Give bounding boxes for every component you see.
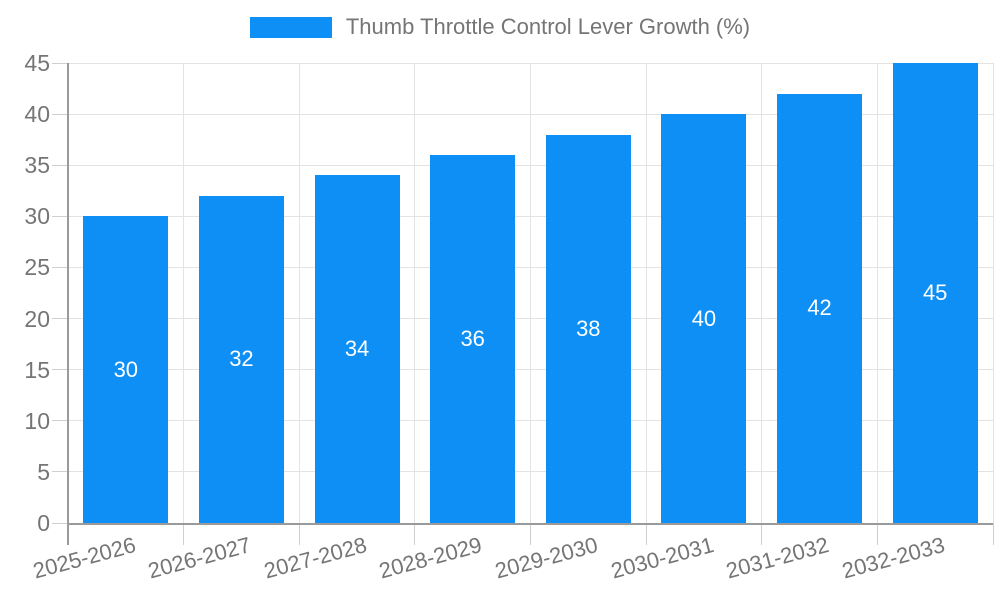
y-axis-tick xyxy=(52,369,68,371)
bar-2029-2030 xyxy=(545,134,631,523)
y-axis-tick xyxy=(52,420,68,422)
y-axis-tick-label: 10 xyxy=(24,407,50,434)
y-axis-tick xyxy=(52,62,68,64)
bar-2032-2033 xyxy=(892,63,978,523)
bar-value-label: 34 xyxy=(344,336,370,362)
y-axis-line xyxy=(67,63,69,545)
gridline-vertical xyxy=(645,63,647,523)
x-axis-tick xyxy=(876,523,878,545)
gridline-vertical xyxy=(876,63,878,523)
x-axis-tick-label: 2030-2031 xyxy=(608,532,717,584)
bar-value-label: 36 xyxy=(460,326,485,351)
bar-value-label: 38 xyxy=(576,315,601,341)
x-axis-tick xyxy=(298,523,300,545)
x-axis-tick-label: 2028-2029 xyxy=(376,532,485,584)
y-axis-tick xyxy=(52,164,68,166)
y-axis-tick xyxy=(52,318,68,320)
gridline-vertical xyxy=(298,63,300,523)
gridline-vertical xyxy=(183,63,185,523)
y-axis-tick-label: 15 xyxy=(24,356,50,383)
x-axis-tick xyxy=(761,523,763,545)
bar-2028-2029 xyxy=(430,155,516,523)
gridline-vertical xyxy=(414,63,416,523)
gridline-vertical xyxy=(530,63,531,523)
y-axis-tick-label: 5 xyxy=(37,458,50,485)
bar-value-label: 45 xyxy=(922,280,948,305)
x-axis-tick xyxy=(414,523,416,545)
y-axis-tick-label: 0 xyxy=(37,510,50,536)
legend-label: Thumb Throttle Control Lever Growth (%) xyxy=(345,14,751,39)
x-axis-tick xyxy=(992,523,994,545)
y-axis-tick-label: 35 xyxy=(24,152,50,179)
x-axis-tick xyxy=(183,523,185,545)
y-axis-tick xyxy=(52,215,68,217)
x-axis-tick-label: 2025-2026 xyxy=(29,532,139,584)
x-axis-tick-label: 2027-2028 xyxy=(261,532,370,584)
bar-value-label: 42 xyxy=(807,295,832,321)
chart-legend: Thumb Throttle Control Lever Growth (%) xyxy=(0,14,1000,40)
x-axis-line xyxy=(68,523,993,525)
x-axis-tick xyxy=(645,523,647,545)
y-axis-tick-label: 40 xyxy=(24,101,50,128)
x-axis-tick-label: 2026-2027 xyxy=(145,532,254,584)
x-axis-tick xyxy=(530,523,531,545)
bar-2026-2027 xyxy=(198,195,284,523)
gridline-vertical xyxy=(992,63,994,523)
x-axis-tick-label: 2032-2033 xyxy=(839,532,948,584)
legend-swatch xyxy=(249,16,332,38)
y-axis-tick xyxy=(52,113,68,115)
y-axis-tick xyxy=(52,471,68,473)
y-axis-tick xyxy=(52,266,68,268)
bar-value-label: 30 xyxy=(113,356,139,382)
y-axis-tick-label: 25 xyxy=(24,254,50,281)
bar-2025-2026 xyxy=(83,216,169,523)
bar-2031-2032 xyxy=(777,93,863,523)
bar-value-label: 40 xyxy=(691,305,717,331)
bar-value-label: 32 xyxy=(229,346,254,372)
y-axis-tick-label: 20 xyxy=(24,305,50,332)
y-axis-tick-label: 45 xyxy=(24,50,50,76)
bar-2030-2031 xyxy=(661,114,747,523)
x-axis-tick-label: 2031-2032 xyxy=(723,532,832,584)
bar-2027-2028 xyxy=(314,175,400,523)
gridline-vertical xyxy=(761,63,763,523)
x-axis-tick-label: 2029-2030 xyxy=(492,532,601,584)
y-axis-tick-label: 30 xyxy=(24,203,50,230)
y-axis-tick xyxy=(52,522,68,524)
